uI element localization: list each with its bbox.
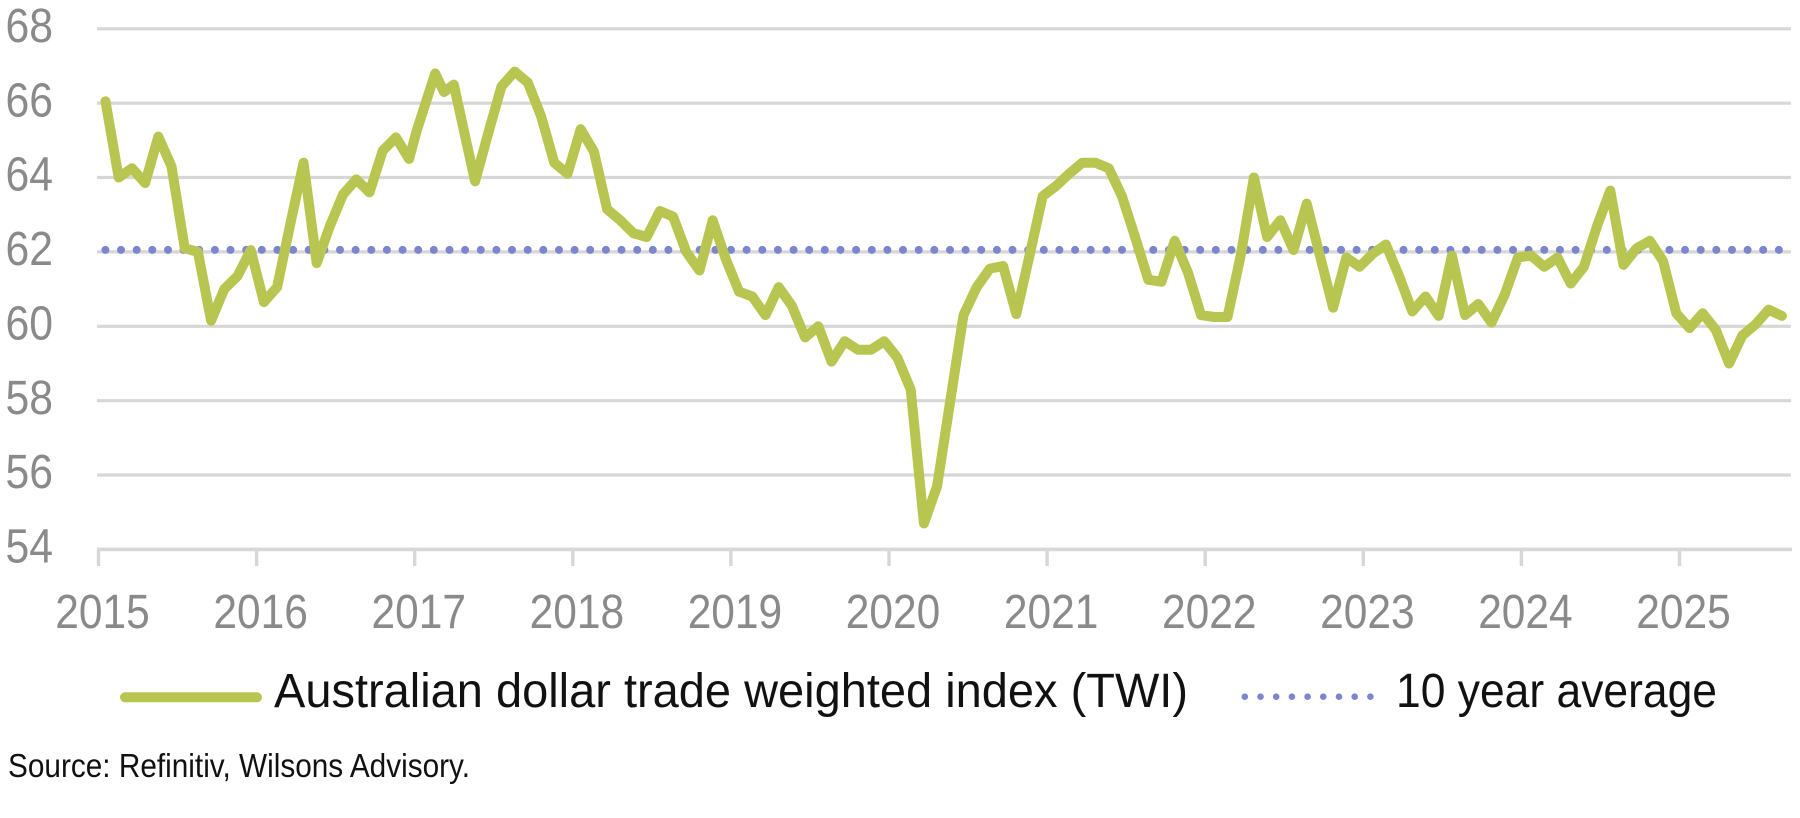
svg-text:2015: 2015 — [55, 585, 150, 639]
svg-text:58: 58 — [6, 371, 54, 425]
svg-text:68: 68 — [6, 0, 54, 53]
svg-text:10 year average: 10 year average — [1396, 664, 1717, 718]
svg-text:2017: 2017 — [372, 585, 467, 639]
svg-text:2018: 2018 — [530, 585, 625, 639]
svg-text:62: 62 — [6, 222, 54, 276]
svg-text:54: 54 — [6, 520, 54, 574]
svg-text:2023: 2023 — [1320, 585, 1415, 639]
svg-text:2016: 2016 — [213, 585, 308, 639]
svg-text:2019: 2019 — [688, 585, 783, 639]
svg-text:2024: 2024 — [1478, 585, 1573, 639]
svg-text:66: 66 — [6, 73, 54, 127]
svg-text:2025: 2025 — [1636, 585, 1731, 639]
svg-text:2021: 2021 — [1004, 585, 1099, 639]
svg-text:Source: Refinitiv, Wilsons Adv: Source: Refinitiv, Wilsons Advisory. — [8, 748, 470, 785]
svg-text:Australian dollar trade weight: Australian dollar trade weighted index (… — [274, 664, 1188, 718]
svg-text:2020: 2020 — [846, 585, 941, 639]
svg-text:56: 56 — [6, 445, 54, 499]
svg-text:60: 60 — [6, 297, 54, 351]
svg-text:64: 64 — [6, 148, 54, 202]
svg-text:2022: 2022 — [1162, 585, 1257, 639]
